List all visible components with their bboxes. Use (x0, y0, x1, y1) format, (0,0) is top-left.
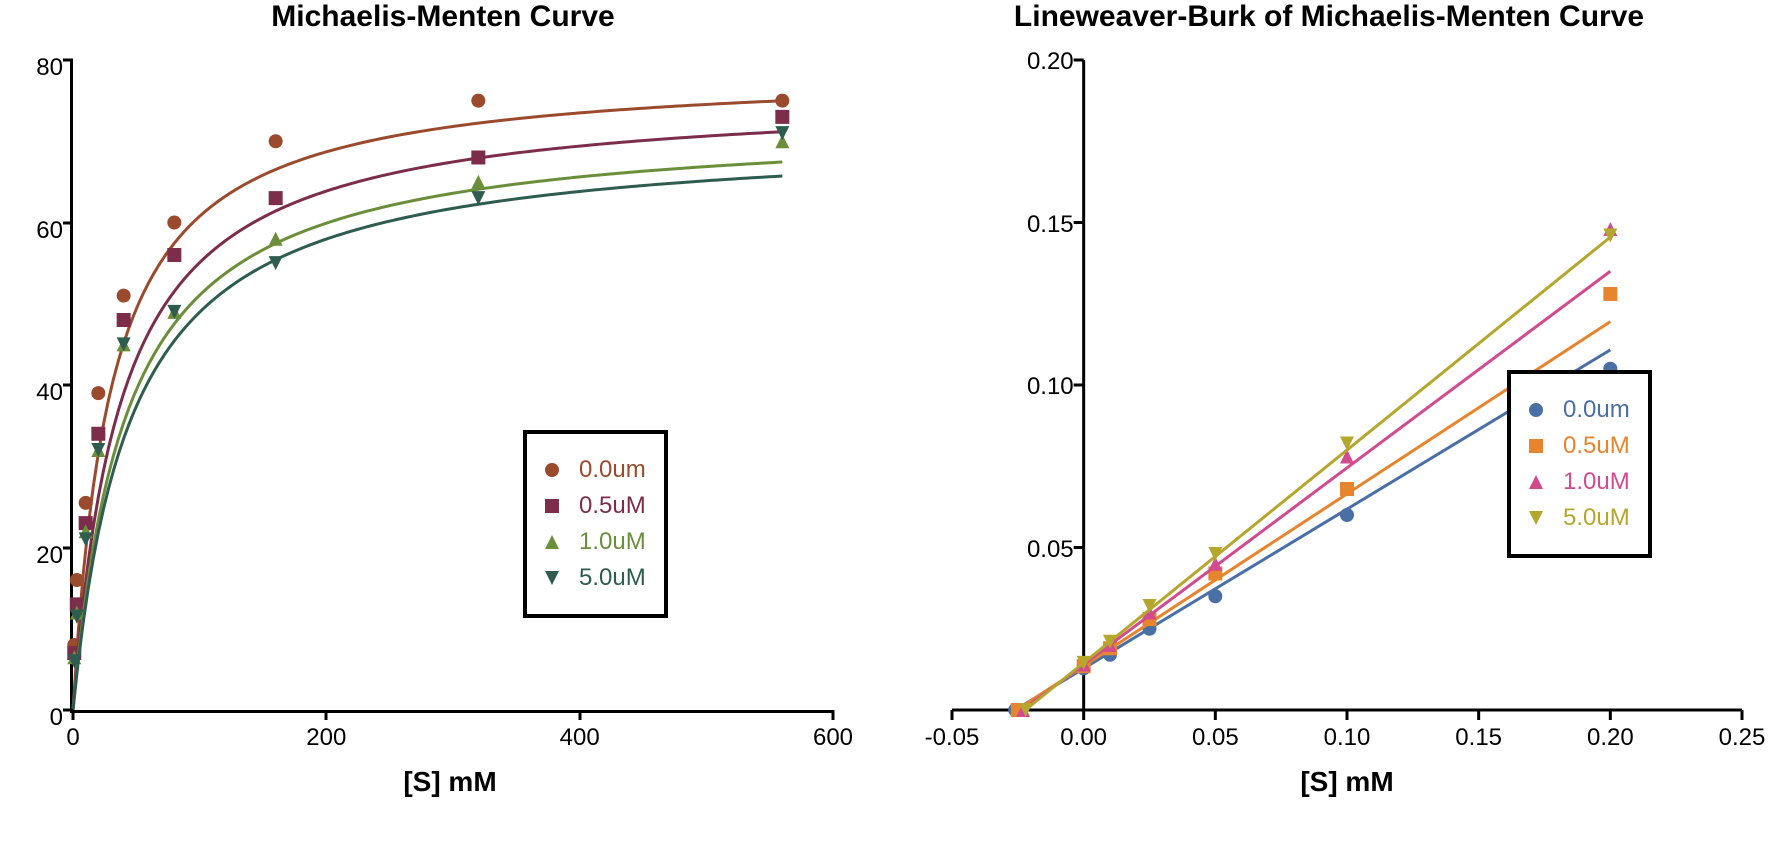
x-tick-label: 600 (813, 724, 853, 752)
legend-item: 0.5uM (541, 492, 646, 520)
x-tick-label: 0.10 (1324, 724, 1371, 752)
mm-title: Michaelis-Menten Curve (0, 0, 886, 34)
mm-legend: 0.0um 0.5uM 1.0uM 5.0uM (523, 430, 668, 618)
legend-marker-icon (541, 567, 563, 589)
legend-label: 5.0uM (579, 564, 646, 592)
data-point (269, 232, 283, 246)
legend-item: 5.0uM (1525, 504, 1630, 532)
data-point (91, 386, 105, 400)
legend-marker-icon (1525, 399, 1547, 421)
legend-label: 0.0um (579, 456, 646, 484)
lb-title: Lineweaver-Burk of Michaelis-Menten Curv… (886, 0, 1772, 34)
y-tick-label: 0.10 (1014, 373, 1074, 401)
lb-plot-area: 0.0um0.5uM1.0uM5.0uM -0.050.000.050.100.… (952, 60, 1742, 710)
legend-marker-icon (541, 459, 563, 481)
data-point (1603, 287, 1617, 301)
data-point (471, 175, 485, 189)
y-tick-label: 20 (13, 542, 63, 554)
lb-legend: 0.0um 0.5uM 1.0uM 5.0uM (1507, 370, 1652, 558)
y-tick (63, 709, 73, 712)
x-tick-label: 400 (560, 724, 600, 752)
y-tick-label: 80 (13, 54, 63, 66)
mm-plot-area: 0.0um0.5uM1.0uM5.0uM 0200400600020406080 (70, 60, 833, 713)
data-point (1340, 482, 1354, 496)
y-tick-label: 60 (13, 217, 63, 229)
legend-marker-icon (541, 531, 563, 553)
y-tick (63, 384, 73, 387)
y-tick (63, 221, 73, 224)
y-tick-label: 0 (13, 704, 63, 716)
legend-label: 1.0uM (1563, 468, 1630, 496)
legend-item: 0.0um (541, 456, 646, 484)
data-point (471, 94, 485, 108)
mm-svg (73, 60, 833, 710)
x-tick-label: 0.25 (1719, 724, 1766, 752)
data-point (1208, 589, 1222, 603)
data-point (471, 151, 485, 165)
legend-label: 5.0uM (1563, 504, 1630, 532)
legend-item: 1.0uM (541, 528, 646, 556)
x-tick-label: 200 (306, 724, 346, 752)
legend-item: 0.5uM (1525, 432, 1630, 460)
x-tick-label: -0.05 (925, 724, 980, 752)
data-point (269, 191, 283, 205)
data-point (117, 289, 131, 303)
x-tick-label: 0 (66, 724, 79, 752)
data-point (117, 313, 131, 327)
data-point (167, 216, 181, 230)
legend-item: 0.0um (1525, 396, 1630, 424)
y-tick-label: 0.15 (1014, 211, 1074, 239)
legend-label: 1.0uM (579, 528, 646, 556)
legend-marker-icon (541, 495, 563, 517)
legend-item: 5.0uM (541, 564, 646, 592)
legend-label: 0.0um (1563, 396, 1630, 424)
x-tick-label: 0.15 (1455, 724, 1502, 752)
y-tick-label: 0.20 (1014, 48, 1074, 76)
data-point (775, 110, 789, 124)
x-tick-label: 0.20 (1587, 724, 1634, 752)
legend-marker-icon (1525, 507, 1547, 529)
x-tick (325, 710, 328, 720)
legend-item: 1.0uM (1525, 468, 1630, 496)
page: Michaelis-Menten Curve 0.0um 0.5uM 1.0uM 5.… (0, 0, 1772, 854)
data-point (775, 94, 789, 108)
data-point (1340, 437, 1354, 451)
x-tick (832, 710, 835, 720)
lb-xlabel: [S] mM (952, 766, 1742, 798)
legend-label: 0.5uM (1563, 432, 1630, 460)
mm-panel: Michaelis-Menten Curve 0.0um 0.5uM 1.0uM 5.… (0, 0, 886, 854)
legend-marker-icon (1525, 471, 1547, 493)
x-tick (578, 710, 581, 720)
legend-label: 0.5uM (579, 492, 646, 520)
lb-panel: Lineweaver-Burk of Michaelis-Menten Curv… (886, 0, 1772, 854)
data-point (91, 427, 105, 441)
y-tick-label: 40 (13, 379, 63, 391)
data-point (1340, 508, 1354, 522)
legend-marker-icon (1525, 435, 1547, 457)
x-tick-label: 0.05 (1192, 724, 1239, 752)
data-point (269, 134, 283, 148)
y-tick (63, 59, 73, 62)
data-point (70, 573, 84, 587)
mm-curve (73, 162, 782, 710)
x-tick-label: 0.00 (1060, 724, 1107, 752)
data-point (167, 248, 181, 262)
x-tick (72, 710, 75, 720)
data-point (79, 496, 93, 510)
y-tick (63, 546, 73, 549)
mm-curve (73, 101, 782, 710)
mm-xlabel: [S] mM (70, 766, 830, 798)
y-tick-label: 0.05 (1014, 536, 1074, 564)
